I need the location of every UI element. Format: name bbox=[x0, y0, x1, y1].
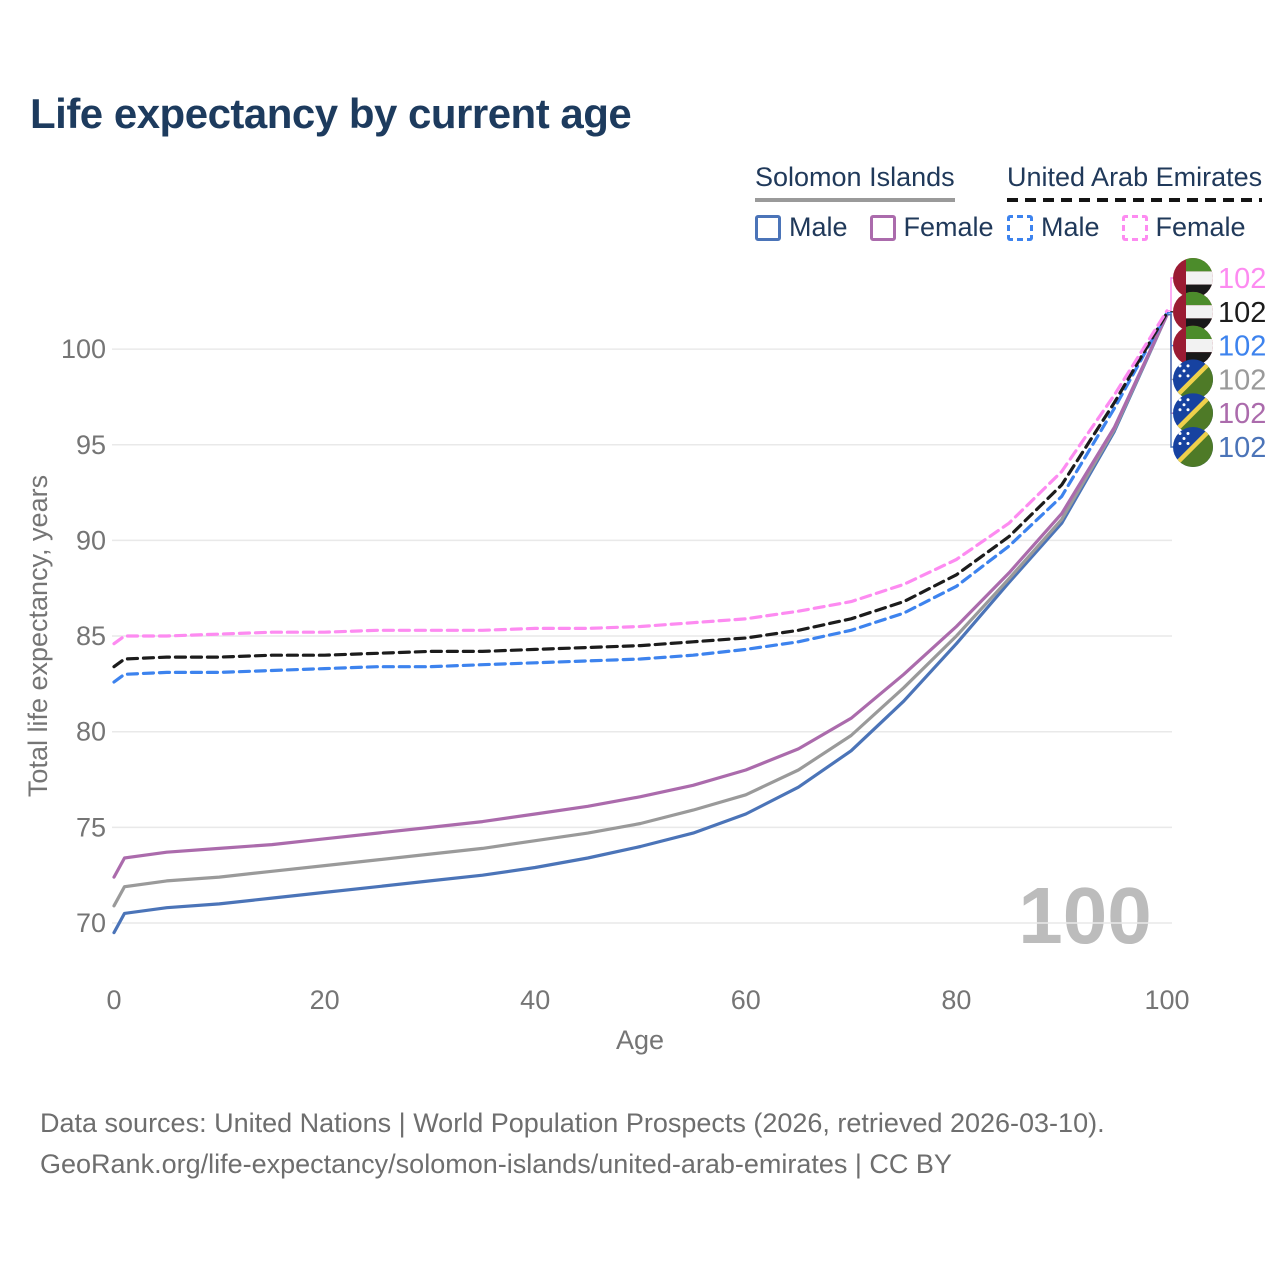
solomon-islands-flag-icon bbox=[1173, 427, 1213, 467]
line-si-all bbox=[112, 313, 1169, 908]
dashed-line-swatch-icon bbox=[1007, 198, 1263, 202]
y-tick-label: 100 bbox=[61, 334, 106, 364]
leader-lines bbox=[1167, 277, 1173, 448]
y-axis-tick-labels: 70 75 80 85 90 95 100 bbox=[61, 334, 106, 938]
leader-line bbox=[1167, 314, 1173, 381]
legend-item-si-male[interactable]: Male bbox=[755, 212, 848, 243]
leader-line bbox=[1167, 312, 1173, 347]
legend-items: Male Female bbox=[1007, 212, 1268, 243]
legend-country-label: Solomon Islands bbox=[755, 162, 955, 192]
legend-items: Male Female bbox=[755, 212, 1016, 243]
leader-line bbox=[1167, 314, 1173, 448]
y-tick-label: 80 bbox=[76, 717, 106, 747]
x-tick-label: 20 bbox=[310, 985, 340, 1015]
uae-male-swatch-icon bbox=[1007, 214, 1033, 241]
line-uae-male bbox=[112, 311, 1169, 684]
end-value-label: 102 bbox=[1218, 297, 1266, 329]
leader-line bbox=[1167, 277, 1173, 312]
x-tick-label: 0 bbox=[106, 985, 121, 1015]
x-tick-label: 80 bbox=[941, 985, 971, 1015]
end-value-label: 102 bbox=[1218, 331, 1266, 363]
si-female-swatch-icon bbox=[869, 214, 896, 241]
legend-country-label: United Arab Emirates bbox=[1007, 162, 1263, 192]
legend-item-si-female[interactable]: Female bbox=[869, 212, 994, 243]
data-sources-text: Data sources: United Nations | World Pop… bbox=[40, 1108, 1105, 1138]
legend-item-label: Male bbox=[1041, 212, 1100, 242]
line-si-female bbox=[112, 313, 1169, 879]
legend-item-uae-female[interactable]: Female bbox=[1121, 212, 1246, 243]
legend-item-label: Male bbox=[789, 212, 848, 242]
x-tick-label: 40 bbox=[520, 985, 550, 1015]
legend-group-solomon-islands: Solomon Islands Male Female bbox=[755, 162, 1016, 243]
solid-line-swatch-icon bbox=[755, 198, 955, 202]
legend-country-solomon-islands[interactable]: Solomon Islands bbox=[755, 162, 955, 202]
attribution-text: GeoRank.org/life-expectancy/solomon-isla… bbox=[40, 1149, 952, 1179]
y-tick-label: 75 bbox=[76, 812, 106, 842]
series-lines bbox=[112, 309, 1169, 935]
x-axis-tick-labels: 0 20 40 60 80 100 bbox=[106, 985, 1189, 1015]
leader-line bbox=[1167, 314, 1173, 414]
x-tick-label: 60 bbox=[731, 985, 761, 1015]
y-tick-label: 85 bbox=[76, 621, 106, 651]
legend-country-united-arab-emirates[interactable]: United Arab Emirates bbox=[1007, 162, 1263, 202]
y-tick-label: 95 bbox=[76, 430, 106, 460]
line-uae-female bbox=[112, 309, 1169, 646]
uae-female-swatch-icon bbox=[1121, 214, 1148, 241]
line-si-male bbox=[112, 313, 1169, 935]
page-title: Life expectancy by current age bbox=[30, 90, 632, 137]
gridlines bbox=[112, 348, 1172, 924]
legend-item-uae-male[interactable]: Male bbox=[1007, 212, 1100, 243]
legend-item-label: Female bbox=[1155, 212, 1246, 242]
legend-item-label: Female bbox=[903, 212, 994, 242]
age-watermark: 100 bbox=[1018, 871, 1151, 960]
x-axis-title: Age bbox=[616, 1025, 664, 1055]
end-value-label: 102 bbox=[1218, 263, 1266, 295]
legend-group-united-arab-emirates: United Arab Emirates Male Female bbox=[1007, 162, 1268, 243]
end-value-label: 102 bbox=[1218, 398, 1266, 430]
y-tick-label: 90 bbox=[76, 525, 106, 555]
si-male-swatch-icon bbox=[755, 214, 781, 241]
x-tick-label: 100 bbox=[1144, 985, 1189, 1015]
y-axis-title: Total life expectancy, years bbox=[23, 475, 53, 797]
end-value-label: 102 bbox=[1218, 364, 1266, 396]
end-value-label: 102 bbox=[1218, 432, 1266, 464]
line-uae-all bbox=[112, 311, 1169, 669]
y-tick-label: 70 bbox=[76, 908, 106, 938]
footer: Data sources: United Nations | World Pop… bbox=[40, 1103, 1105, 1185]
